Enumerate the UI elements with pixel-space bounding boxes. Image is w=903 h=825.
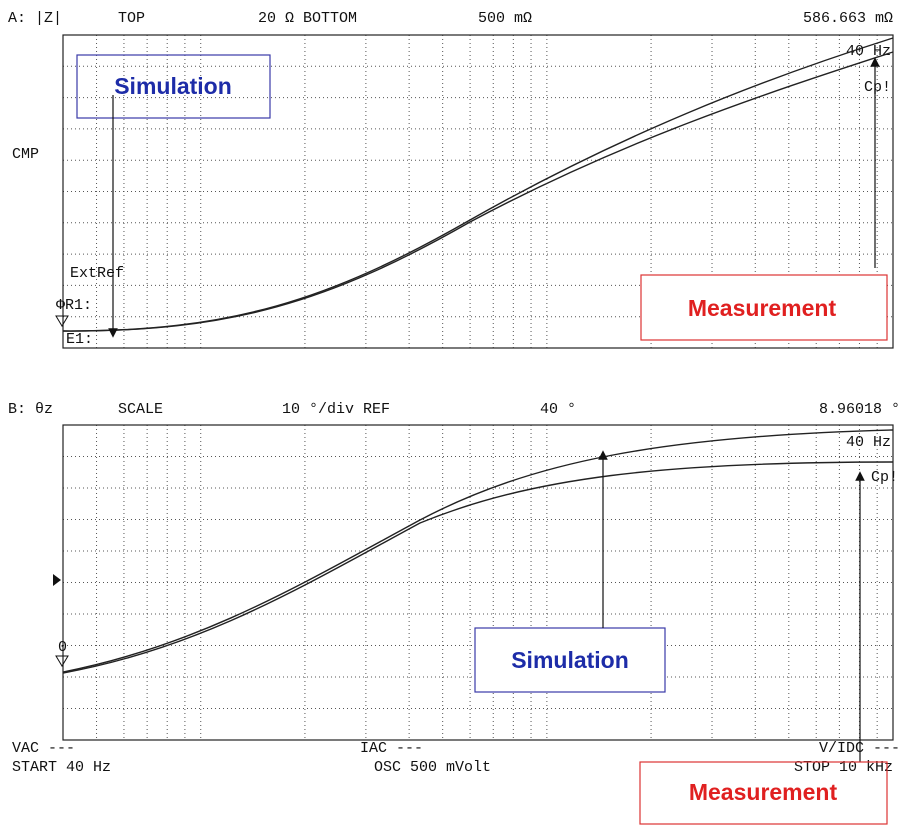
annotation-box [76,54,271,119]
footer-text: START 40 Hz [12,759,111,776]
freq-label: 40 Hz [846,434,891,451]
footer-text: STOP 10 kHz [794,759,893,776]
annotation: Measurement [689,779,838,805]
mode-label: Cp! [864,79,891,96]
plot-frame-a [62,34,894,349]
ref-marker [55,655,69,667]
trace-measurement [62,51,894,332]
side-label: CMP [12,146,39,163]
annotation-box [640,274,888,341]
panel-label: B: θz [8,401,53,418]
plot-frame-b [62,424,894,741]
top-value: 20 Ω BOTTOM [258,10,357,27]
annotation: Measurement [688,295,837,321]
r1-label: ΦR1: [56,297,92,314]
ref-marker [55,315,69,327]
scale-value: 10 °/div REF [282,401,390,418]
footer-text: IAC --- [360,740,423,757]
footer-text: VAC --- [12,740,75,757]
trace-measurement [62,461,894,674]
ext-ref: ExtRef [70,265,124,282]
panel-label: A: |Z| [8,10,62,27]
marker-value: 586.663 mΩ [803,10,893,27]
top-label: TOP [118,10,145,27]
ref-value: 40 ° [540,401,576,418]
annotation: Simulation [511,647,629,673]
mode-label: Cp! [871,469,898,486]
footer-text: OSC 500 mVolt [374,759,491,776]
ref-pointer [53,574,61,586]
trace-simulation [62,429,894,673]
e1-label: E1: [66,331,93,348]
marker-value: 8.96018 ° [819,401,900,418]
scale-label: SCALE [118,401,163,418]
bottom-value: 500 mΩ [478,10,532,27]
footer-text: V/IDC --- [819,740,900,757]
annotation-box [639,761,888,825]
annotation-box [474,627,666,693]
zero-label: 0 [58,639,67,656]
annotation: Simulation [114,73,232,99]
